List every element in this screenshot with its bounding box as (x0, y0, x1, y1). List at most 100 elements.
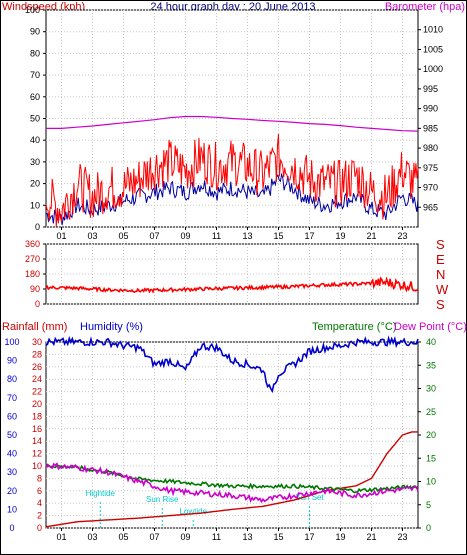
baro-y-tick-label: 980 (423, 143, 438, 153)
wind-x-ticks: 01 03 05 07 09 11 13 15 17 19 21 23 (56, 227, 408, 241)
wind-y-tick-label: 60 (30, 92, 40, 102)
humidity-y-tick-label: 10 (7, 504, 17, 514)
compass-label: E (436, 252, 445, 267)
direction-y-tick-label: 270 (25, 254, 40, 264)
x-tick-label: 05 (118, 231, 128, 241)
wind-y-tick-label: 30 (30, 157, 40, 167)
wind-series (45, 115, 419, 227)
temp-y-tick-label: 30 (426, 384, 436, 394)
series-rainfall (45, 431, 418, 528)
x-tick-label: 09 (180, 532, 190, 542)
humidity-y-tick-label: 60 (7, 411, 17, 421)
astro-label: Sun Set (295, 493, 324, 502)
direction-grid (46, 243, 418, 305)
humidity-y-tick-label: 50 (7, 430, 17, 440)
x-tick-label: 19 (335, 532, 345, 542)
x-tick-label: 07 (149, 231, 159, 241)
rain-y-tick-label: 26 (32, 362, 42, 372)
rain-grid (46, 341, 418, 529)
x-tick-label: 11 (212, 231, 221, 241)
baro-y-tick-label: 995 (423, 84, 438, 94)
baro-y-tick-label: 1005 (423, 44, 443, 54)
astro-label: Sun Rise (146, 495, 179, 504)
temp-y-tick-label: 25 (426, 407, 436, 417)
x-tick-label: 21 (366, 532, 376, 542)
dewpoint-label: Dew Point (°C) (394, 321, 467, 333)
wind-y-tick-label: 80 (30, 48, 40, 58)
temp-y-tick-label: 40 (426, 337, 436, 347)
humidity-y-tick-label: 30 (7, 467, 17, 477)
wind-y-tick-label: 40 (30, 135, 40, 145)
baro-y-tick-label: 985 (423, 123, 438, 133)
humidity-y-tick-label: 20 (7, 486, 17, 496)
compass-label: S (436, 297, 445, 312)
x-tick-label: 15 (273, 231, 283, 241)
baro-y-tick-label: 975 (423, 163, 438, 173)
humidity-y-tick-label: 90 (7, 356, 17, 366)
rain-y-tick-label: 18 (32, 411, 42, 421)
wind-y-tick-label: 20 (30, 179, 40, 189)
rain-y-tick-label: 20 (32, 399, 42, 409)
rain-y-tick-label: 12 (32, 449, 42, 459)
x-tick-label: 21 (366, 231, 376, 241)
humidity-y-tick-label: 0 (9, 523, 14, 533)
rainfall-label: Rainfall (mm) (2, 321, 67, 333)
humidity-y-tick-label: 100 (4, 337, 19, 347)
compass-label: S (436, 237, 445, 252)
rain-y-tick-label: 24 (32, 374, 42, 384)
rain-y-tick-label: 16 (32, 424, 42, 434)
temp-y-tick-label: 5 (426, 500, 431, 510)
series-windspeed-gust (45, 134, 419, 227)
wind-y-tick-label: 100 (25, 5, 40, 15)
direction-y-tick-label: 360 (25, 239, 40, 249)
rain-y-tick-label: 28 (32, 349, 42, 359)
x-tick-label: 11 (212, 532, 221, 542)
x-tick-label: 13 (242, 231, 252, 241)
wind-y-ticks: 0 10 20 30 40 50 60 70 80 90 100 (25, 5, 46, 232)
baro-y-tick-label: 965 (423, 202, 438, 212)
direction-series (45, 276, 419, 294)
compass-label: W (436, 282, 449, 297)
humidity-y-tick-label: 70 (7, 393, 17, 403)
series-dewpoint (45, 462, 419, 504)
x-tick-label: 01 (56, 532, 66, 542)
x-tick-label: 17 (304, 231, 314, 241)
direction-y-tick-label: 0 (35, 299, 40, 309)
rain-plot-area (45, 341, 419, 529)
series-temperature (45, 463, 419, 494)
temp-y-tick-label: 15 (426, 453, 436, 463)
humidity-y-tick-label: 80 (7, 374, 17, 384)
baro-y-tick-label: 970 (423, 183, 438, 193)
humidity-label: Humidity (%) (80, 321, 143, 333)
humidity-y-ticks: 0 10 20 30 40 50 60 70 80 90 100 (4, 337, 19, 533)
astro-label: Lowtide (179, 507, 207, 516)
x-tick-label: 13 (242, 532, 252, 542)
x-tick-label: 07 (149, 532, 159, 542)
series-barometer (46, 115, 419, 132)
humidity-y-tick-label: 40 (7, 449, 17, 459)
x-tick-label: 19 (335, 231, 345, 241)
series-humidity (45, 335, 419, 394)
wind-y-tick-label: 90 (30, 27, 40, 37)
rain-y-tick-label: 10 (32, 461, 42, 471)
rain-y-tick-label: 30 (32, 337, 42, 347)
x-tick-label: 05 (118, 532, 128, 542)
rain-x-ticks: 01 03 05 07 09 11 13 15 17 19 21 23 (56, 528, 408, 542)
x-tick-label: 17 (304, 532, 314, 542)
rain-series (45, 335, 419, 528)
x-tick-label: 09 (180, 231, 190, 241)
baro-y-tick-label: 1010 (423, 25, 443, 35)
temp-y-tick-label: 35 (426, 360, 436, 370)
wind-y-tick-label: 70 (30, 70, 40, 80)
temp-y-tick-label: 10 (426, 477, 436, 487)
baro-y-ticks: 965 970 975 980 985 990 995 1000 1005 1010 (418, 25, 443, 212)
rain-y-tick-label: 2 (37, 511, 42, 521)
wind-y-tick-label: 50 (30, 114, 40, 124)
x-tick-label: 23 (397, 231, 407, 241)
wind-y-tick-label: 0 (35, 222, 40, 232)
astro-label: Hightide (86, 489, 116, 498)
